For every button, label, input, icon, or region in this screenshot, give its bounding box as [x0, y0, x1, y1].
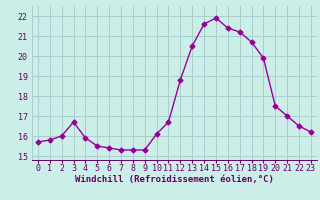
X-axis label: Windchill (Refroidissement éolien,°C): Windchill (Refroidissement éolien,°C): [75, 175, 274, 184]
